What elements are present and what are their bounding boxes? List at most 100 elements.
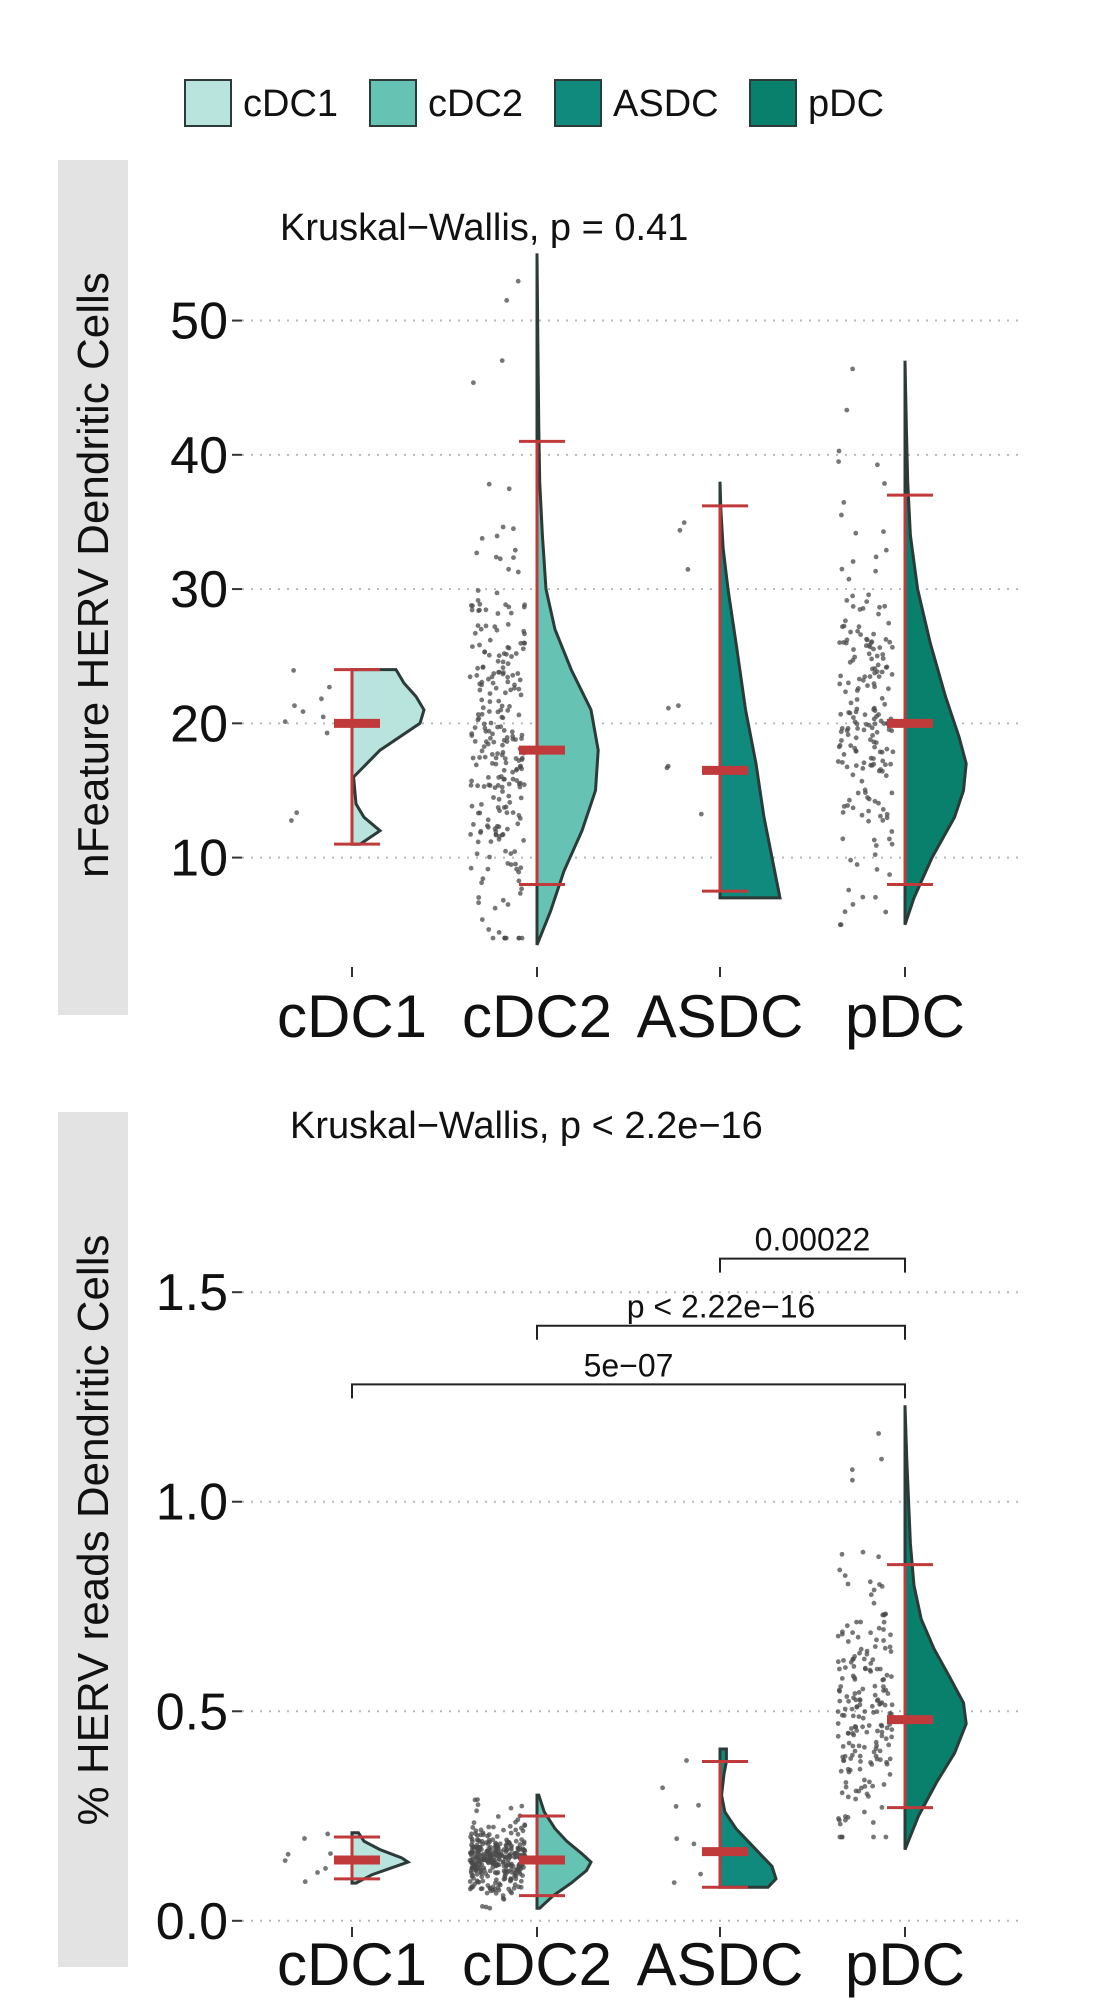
data-point (506, 781, 512, 787)
data-point (470, 644, 475, 649)
points-pdc (835, 1431, 895, 1840)
data-point (496, 698, 502, 704)
data-point (497, 1852, 502, 1857)
data-point (850, 1477, 855, 1483)
data-point (872, 798, 878, 804)
data-point (889, 1727, 895, 1732)
data-point (477, 642, 482, 648)
data-point (872, 1683, 878, 1689)
data-point (862, 1784, 868, 1789)
data-point (487, 709, 492, 714)
data-point (325, 1831, 331, 1837)
data-point (472, 1850, 478, 1856)
data-point (516, 712, 522, 718)
data-point (838, 1684, 844, 1689)
data-point (504, 1854, 509, 1860)
data-point (852, 1724, 858, 1729)
y-tick-label: 0.0 (156, 1893, 228, 1951)
data-point (470, 1856, 476, 1862)
data-point (871, 1834, 876, 1840)
data-point (500, 659, 506, 665)
y-tick-label: 1.0 (156, 1474, 228, 1532)
data-point (854, 706, 860, 712)
data-point (520, 646, 526, 652)
data-point (851, 1664, 857, 1669)
data-point (481, 744, 487, 749)
data-point (888, 1649, 894, 1654)
x-tick-label-cdc2: cDC2 (462, 1931, 612, 1998)
violin-cdc2 (535, 1793, 593, 1910)
data-point (889, 829, 895, 834)
data-point (510, 769, 515, 775)
data-point (836, 1687, 842, 1693)
data-point (887, 639, 893, 645)
x-tick-label-cdc1: cDC1 (277, 983, 427, 1050)
data-point (320, 714, 326, 720)
legend-label-cdc1: cDC1 (243, 83, 338, 125)
data-point (874, 653, 880, 659)
data-point (513, 737, 518, 742)
data-point (839, 1551, 845, 1557)
data-point (871, 739, 877, 745)
data-point (468, 865, 474, 871)
data-point (839, 566, 845, 572)
legend-item-cdc1: cDC1 (184, 79, 338, 127)
legend-swatch-asdc (554, 79, 602, 127)
data-point (876, 611, 881, 617)
data-point (506, 793, 512, 799)
data-point (506, 645, 512, 651)
data-point (478, 626, 484, 632)
data-point (499, 703, 505, 709)
data-point (496, 1887, 502, 1893)
data-point (850, 366, 855, 372)
violin-pdc (903, 1405, 968, 1851)
data-point (509, 654, 514, 659)
data-point (503, 690, 508, 696)
data-point (479, 536, 485, 541)
data-point (472, 1797, 478, 1803)
data-point (496, 836, 502, 842)
data-point (493, 1849, 498, 1854)
data-point (510, 810, 516, 815)
data-point (868, 1661, 874, 1666)
data-point (503, 848, 508, 854)
data-point (883, 909, 889, 915)
data-point (494, 1834, 500, 1839)
data-point (477, 687, 483, 693)
data-point (473, 762, 479, 768)
data-point (475, 783, 480, 789)
data-point (508, 862, 514, 867)
data-point (486, 676, 491, 682)
data-point (855, 1634, 861, 1640)
data-point (505, 679, 511, 685)
y-tick-label: 1.5 (156, 1264, 228, 1322)
data-point (513, 1838, 519, 1844)
data-point (884, 746, 890, 752)
data-point (500, 742, 505, 748)
data-point (487, 699, 493, 705)
data-point (846, 1740, 852, 1746)
data-point (881, 1627, 886, 1632)
data-point (479, 697, 485, 703)
data-point (840, 836, 846, 842)
data-point (469, 1842, 474, 1848)
group-cdc1 (282, 1831, 412, 1885)
x-tick-label-pdc: pDC (845, 1931, 965, 1998)
panel-percent-reads: % HERV reads Dendritic Cells 0.0 0.5 1.0 1.5… (58, 1105, 1025, 1998)
data-point (485, 817, 491, 823)
points-asdc (664, 520, 704, 817)
data-point (469, 803, 475, 809)
data-point (887, 1756, 893, 1762)
legend-swatch-pdc (749, 79, 797, 127)
data-point (493, 755, 499, 761)
data-point (852, 1748, 858, 1754)
data-point (495, 1814, 501, 1819)
data-point (837, 681, 843, 687)
data-point (851, 1656, 856, 1662)
data-point (875, 1697, 881, 1703)
data-point (512, 685, 517, 691)
data-point (486, 775, 491, 780)
data-point (508, 610, 514, 616)
data-point (517, 1871, 523, 1876)
